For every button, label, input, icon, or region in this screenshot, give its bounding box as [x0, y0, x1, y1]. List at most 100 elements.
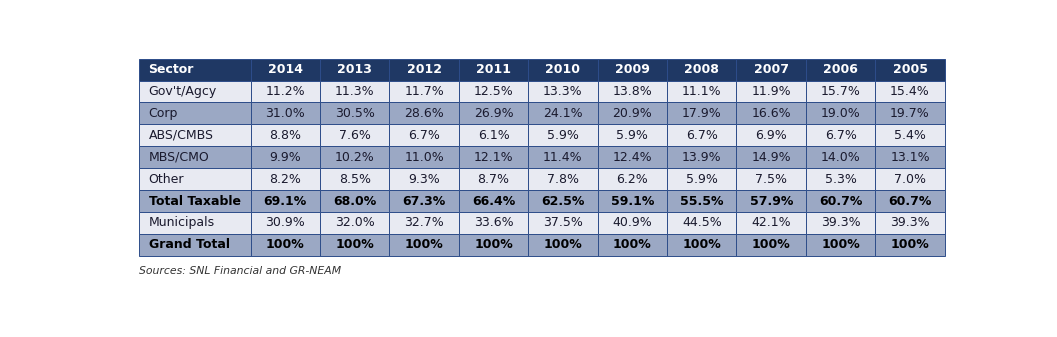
Bar: [251, 212, 320, 234]
Text: 14.9%: 14.9%: [752, 151, 791, 164]
Text: 15.4%: 15.4%: [890, 85, 930, 98]
Text: 2009: 2009: [615, 63, 650, 76]
Text: 100%: 100%: [266, 238, 304, 251]
Text: 69.1%: 69.1%: [263, 194, 307, 208]
Text: 6.7%: 6.7%: [686, 129, 718, 142]
Text: 6.9%: 6.9%: [756, 129, 787, 142]
Text: 8.2%: 8.2%: [270, 173, 301, 186]
Text: 42.1%: 42.1%: [752, 216, 791, 229]
Text: 39.3%: 39.3%: [890, 216, 930, 229]
Text: 32.0%: 32.0%: [335, 216, 374, 229]
Bar: [737, 124, 805, 146]
Bar: [459, 212, 528, 234]
Bar: [251, 146, 320, 168]
Bar: [875, 190, 945, 212]
Text: 2006: 2006: [823, 63, 858, 76]
Text: 19.0%: 19.0%: [820, 107, 860, 120]
Text: 62.5%: 62.5%: [541, 194, 585, 208]
Text: 12.1%: 12.1%: [474, 151, 514, 164]
Text: Municipals: Municipals: [148, 216, 215, 229]
Bar: [320, 190, 389, 212]
Bar: [138, 81, 251, 102]
Bar: [528, 102, 597, 124]
Text: 24.1%: 24.1%: [543, 107, 582, 120]
Text: 31.0%: 31.0%: [265, 107, 305, 120]
Bar: [805, 234, 875, 256]
Text: 8.8%: 8.8%: [270, 129, 301, 142]
Bar: [459, 146, 528, 168]
Text: 5.3%: 5.3%: [824, 173, 856, 186]
Bar: [667, 59, 737, 81]
Bar: [251, 168, 320, 190]
Bar: [597, 168, 667, 190]
Bar: [667, 168, 737, 190]
Bar: [138, 234, 251, 256]
Text: 6.2%: 6.2%: [616, 173, 648, 186]
Bar: [667, 234, 737, 256]
Bar: [251, 102, 320, 124]
Text: MBS/CMO: MBS/CMO: [148, 151, 209, 164]
Text: 33.6%: 33.6%: [474, 216, 514, 229]
Bar: [459, 124, 528, 146]
Bar: [389, 234, 459, 256]
Bar: [251, 234, 320, 256]
Bar: [320, 124, 389, 146]
Text: 2007: 2007: [754, 63, 789, 76]
Bar: [459, 168, 528, 190]
Bar: [459, 102, 528, 124]
Text: Grand Total: Grand Total: [148, 238, 229, 251]
Bar: [597, 234, 667, 256]
Text: 37.5%: 37.5%: [543, 216, 582, 229]
Text: 5.4%: 5.4%: [894, 129, 926, 142]
Bar: [528, 168, 597, 190]
Text: 26.9%: 26.9%: [474, 107, 514, 120]
Bar: [875, 102, 945, 124]
Text: Gov't/Agcy: Gov't/Agcy: [148, 85, 217, 98]
Bar: [251, 124, 320, 146]
Text: 2014: 2014: [267, 63, 302, 76]
Bar: [528, 146, 597, 168]
Bar: [737, 168, 805, 190]
Text: 11.2%: 11.2%: [265, 85, 305, 98]
Bar: [389, 168, 459, 190]
Bar: [251, 81, 320, 102]
Text: 11.3%: 11.3%: [335, 85, 374, 98]
Text: 59.1%: 59.1%: [611, 194, 654, 208]
Text: 11.9%: 11.9%: [752, 85, 791, 98]
Bar: [320, 146, 389, 168]
Bar: [875, 124, 945, 146]
Bar: [597, 212, 667, 234]
Text: 16.6%: 16.6%: [752, 107, 791, 120]
Text: 11.7%: 11.7%: [404, 85, 444, 98]
Bar: [389, 212, 459, 234]
Text: 5.9%: 5.9%: [546, 129, 579, 142]
Bar: [320, 81, 389, 102]
Bar: [737, 102, 805, 124]
Text: 11.1%: 11.1%: [682, 85, 722, 98]
Text: 15.7%: 15.7%: [820, 85, 860, 98]
Bar: [138, 102, 251, 124]
Text: 100%: 100%: [475, 238, 513, 251]
Text: 2008: 2008: [684, 63, 719, 76]
Text: 100%: 100%: [405, 238, 444, 251]
Bar: [597, 59, 667, 81]
Text: 12.4%: 12.4%: [613, 151, 652, 164]
Bar: [737, 234, 805, 256]
Bar: [597, 81, 667, 102]
Text: 2010: 2010: [545, 63, 580, 76]
Bar: [138, 168, 251, 190]
Text: 19.7%: 19.7%: [890, 107, 930, 120]
Text: 100%: 100%: [613, 238, 652, 251]
Text: 9.9%: 9.9%: [270, 151, 301, 164]
Text: 100%: 100%: [752, 238, 791, 251]
Text: 40.9%: 40.9%: [612, 216, 652, 229]
Text: 17.9%: 17.9%: [682, 107, 722, 120]
Bar: [805, 124, 875, 146]
Text: 7.0%: 7.0%: [894, 173, 926, 186]
Bar: [805, 102, 875, 124]
Text: 5.9%: 5.9%: [616, 129, 648, 142]
Text: Sector: Sector: [148, 63, 193, 76]
Bar: [805, 59, 875, 81]
Bar: [320, 212, 389, 234]
Bar: [597, 146, 667, 168]
